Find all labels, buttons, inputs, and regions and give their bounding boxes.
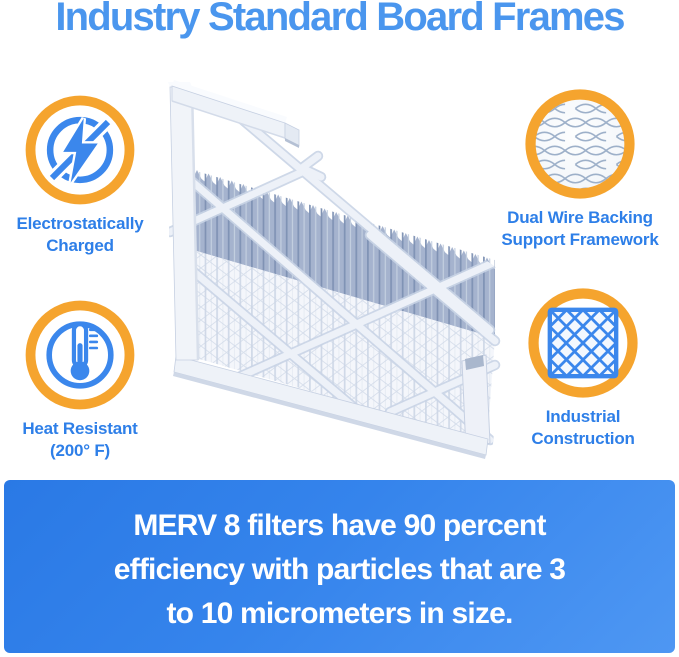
frame-bottom-board [173,355,489,459]
thermometer-icon [25,300,135,410]
feature-label: Electrostatically Charged [16,214,144,255]
banner-line-2: efficiency with particles that are 3 [113,553,566,586]
frame-top-bar [171,80,300,148]
merv-info-banner: MERV 8 filters have 90 percent efficienc… [4,480,675,653]
feature-electrostatically-charged: Electrostatically Charged [0,94,180,257]
banner-line-3: to 10 micrometers in size. [166,597,513,630]
pleated-air-filter-illustration [168,80,501,459]
lightning-bolt-icon [25,95,135,205]
feature-dual-wire-backing: Dual Wire Backing Support Framework [480,88,679,251]
feature-label: Industrial Construction [531,407,635,448]
mesh-grid-icon [528,288,638,398]
frame-right-post [461,354,491,452]
feature-industrial-construction: Industrial Construction [483,287,679,450]
frame-left-board [168,82,200,361]
banner-line-1: MERV 8 filters have 90 percent [133,509,546,542]
page-title: Industry Standard Board Frames [55,0,625,39]
wire-mesh-photo-icon [525,89,635,199]
feature-label: Heat Resistant (200° F) [22,419,138,460]
feature-heat-resistant: Heat Resistant (200° F) [0,299,180,462]
feature-label: Dual Wire Backing Support Framework [501,208,659,249]
